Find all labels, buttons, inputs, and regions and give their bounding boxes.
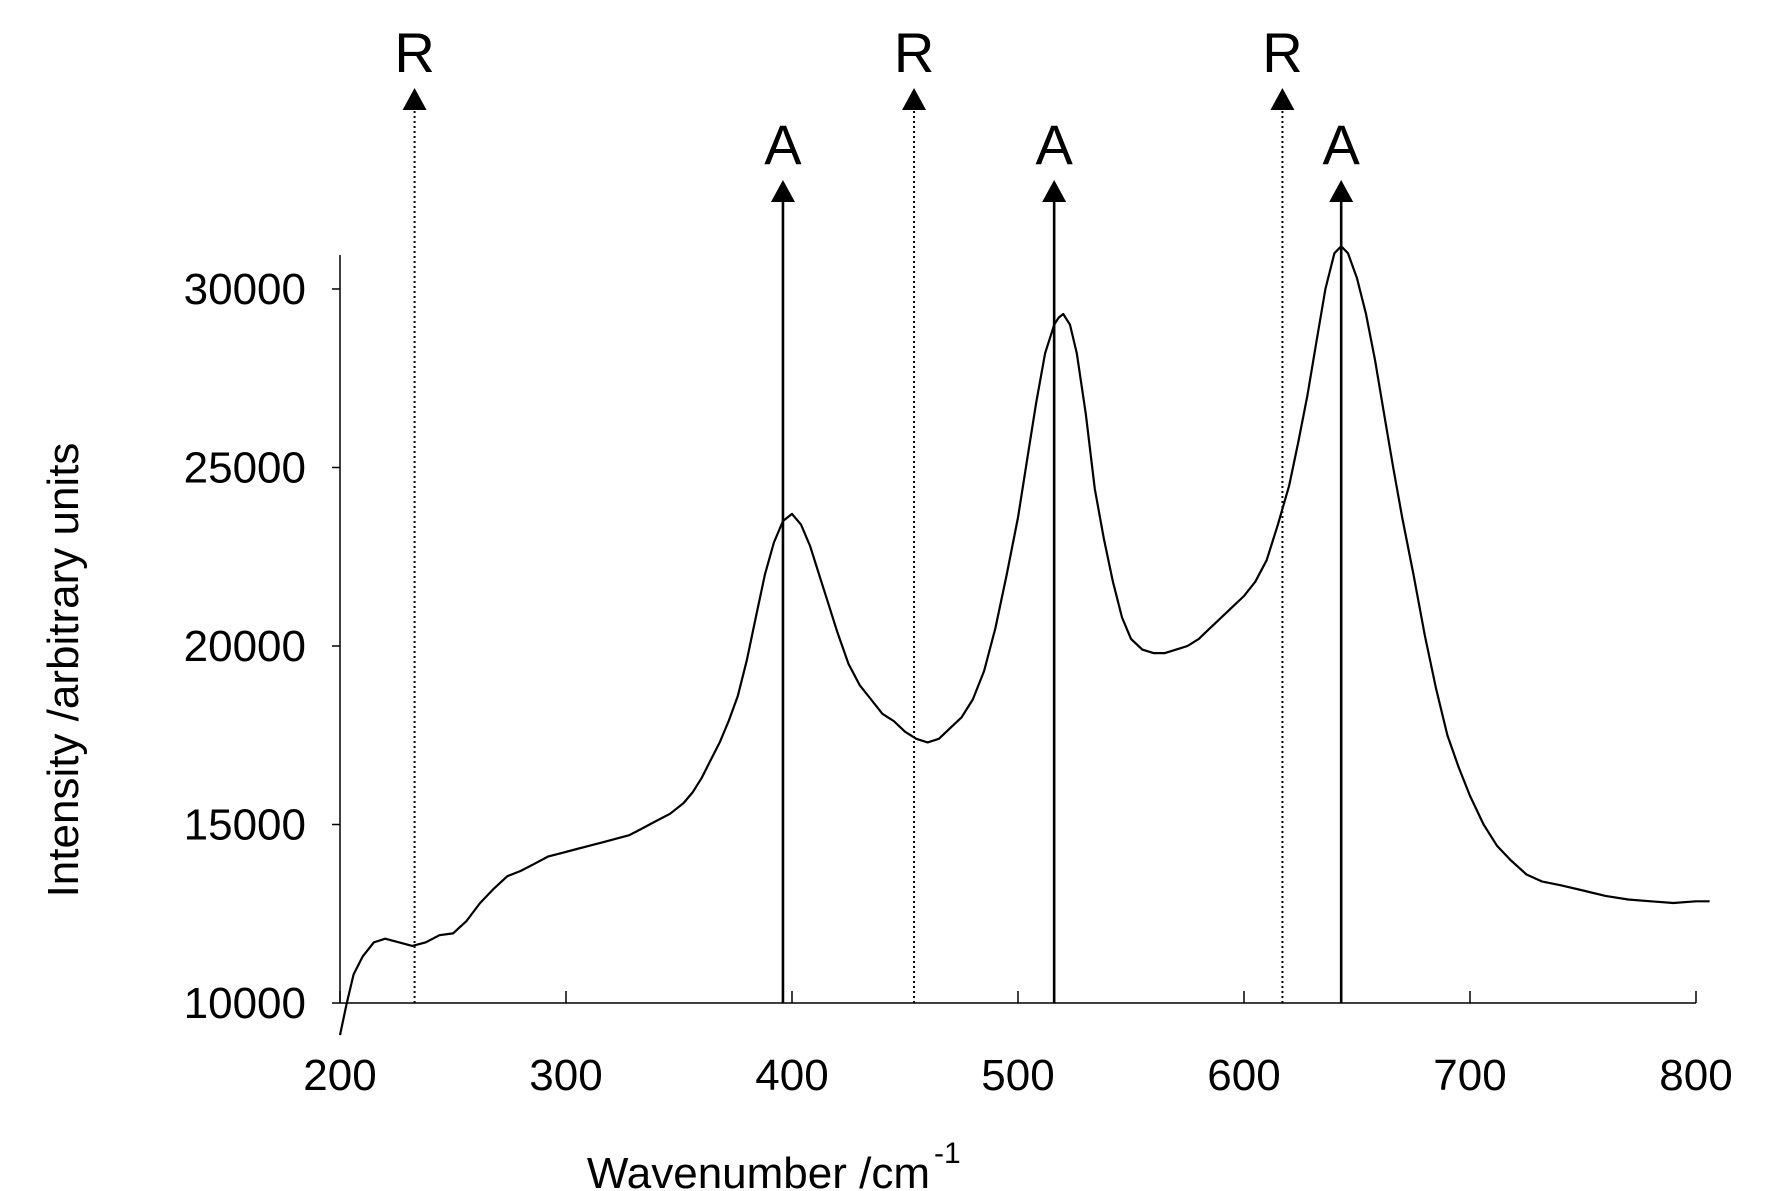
assignment-marker-A: A [1323,113,1361,1003]
marker-label: A [1323,113,1361,176]
arrow-head-icon [1270,88,1295,110]
reference-marker-R: R [1262,21,1303,1003]
assignment-marker-A: A [1035,113,1073,1003]
marker-label: A [764,113,802,176]
arrow-head-icon [402,88,427,110]
marker-label: A [1035,113,1073,176]
x-axis-title-superscript: -1 [934,1137,961,1170]
x-tick-label: 300 [529,1051,602,1100]
reference-marker-R: R [894,21,934,1003]
x-tick-label: 400 [755,1051,828,1100]
y-tick-label: 10000 [184,979,306,1028]
x-tick-label: 500 [981,1051,1054,1100]
assignment-marker-A: A [764,113,802,1003]
y-tick-label: 20000 [184,622,306,671]
y-tick-label: 30000 [184,265,306,314]
marker-label: R [894,21,934,84]
marker-label: R [1262,21,1302,84]
axes [339,255,1696,1004]
x-axis-ticks: 200 300 400 500 600 700 800 [303,991,1733,1100]
arrow-head-icon [902,88,927,110]
x-tick-label: 700 [1433,1051,1506,1100]
x-tick-label: 200 [303,1051,376,1100]
y-tick-label: 15000 [184,801,306,850]
spectrum-line [338,245,1710,1036]
x-tick-label: 800 [1659,1051,1732,1100]
y-axis-ticks: 10000 15000 20000 25000 30000 [184,265,340,1028]
arrow-head-icon [1329,180,1354,202]
y-tick-label: 25000 [184,444,306,493]
x-tick-label: 600 [1207,1051,1280,1100]
y-axis-title: Intensity /arbitrary units [39,443,88,898]
arrow-head-icon [1042,180,1067,202]
reference-marker-R: R [394,21,435,1003]
arrow-head-icon [770,180,795,202]
x-axis-title: Wavenumber /cm [587,1149,930,1191]
marker-label: R [394,21,434,84]
